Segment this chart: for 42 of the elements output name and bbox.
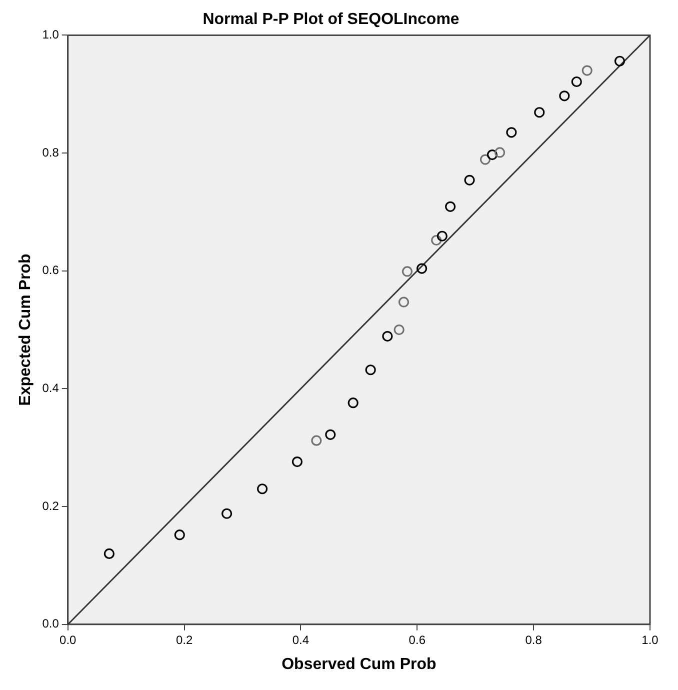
point — [365, 364, 376, 376]
y-tick-label: 0.2 — [42, 498, 60, 513]
point — [506, 127, 517, 138]
point — [222, 508, 232, 519]
point — [257, 484, 268, 494]
point — [486, 150, 498, 160]
y-axis-title: Expected Cum Prob — [17, 254, 34, 406]
point — [480, 154, 491, 165]
point — [174, 530, 185, 540]
y-tick-label: 1.0 — [42, 28, 60, 42]
point — [464, 174, 475, 186]
point — [292, 456, 303, 468]
x-tick-label: 0.4 — [292, 632, 310, 647]
point — [104, 548, 115, 559]
point — [436, 230, 448, 242]
x-tick-label: 0.0 — [60, 632, 77, 647]
point — [398, 296, 410, 308]
point — [494, 147, 506, 158]
point — [571, 76, 582, 88]
point — [559, 90, 570, 102]
point — [402, 266, 413, 277]
point — [431, 234, 442, 246]
point — [325, 429, 336, 440]
x-tick-label: 0.6 — [408, 632, 426, 647]
y-tick-label: 0.4 — [42, 381, 60, 396]
point — [445, 201, 456, 212]
point — [614, 56, 626, 66]
point — [416, 263, 428, 274]
x-tick-label: 1.0 — [642, 632, 659, 647]
point — [348, 398, 358, 408]
y-tick-label: 0.0 — [42, 616, 60, 631]
point — [534, 107, 545, 118]
point — [582, 65, 592, 76]
x-tick-label: 0.2 — [176, 632, 193, 647]
y-tick-label: 0.6 — [42, 263, 60, 278]
x-axis-title: Observed Cum Prob — [282, 656, 437, 673]
point — [394, 324, 404, 336]
point — [382, 330, 393, 342]
point — [311, 435, 322, 446]
y-tick-label: 0.8 — [42, 145, 60, 160]
chart-title: Normal P-P Plot of SEQOLIncome — [202, 11, 460, 28]
x-tick-label: 0.8 — [525, 632, 542, 647]
